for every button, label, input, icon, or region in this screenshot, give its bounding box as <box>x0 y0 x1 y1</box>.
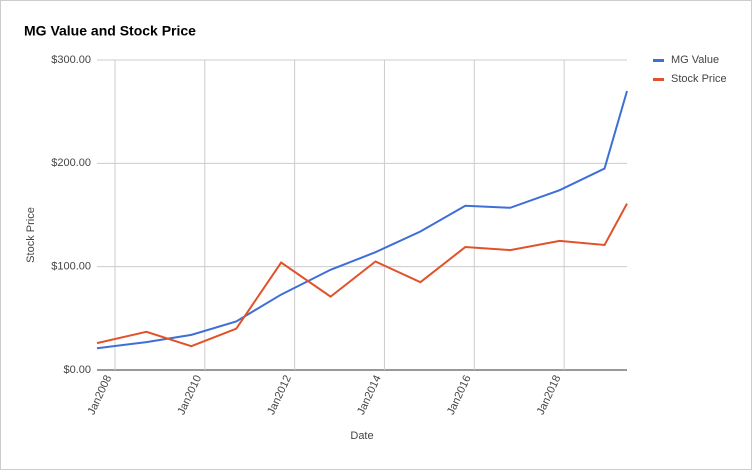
legend-label: MG Value <box>671 54 719 66</box>
legend-swatch <box>653 78 664 81</box>
y-tick-label: $0.00 <box>63 364 91 376</box>
y-tick-label: $300.00 <box>51 54 91 66</box>
y-tick-label: $100.00 <box>51 261 91 273</box>
legend-swatch <box>653 59 664 62</box>
y-axis-label: Stock Price <box>25 207 37 263</box>
chart-title: MG Value and Stock Price <box>24 23 196 39</box>
data-line <box>96 90 628 350</box>
legend-label: Stock Price <box>671 73 727 85</box>
y-tick-label: $200.00 <box>51 157 91 169</box>
data-line <box>96 203 628 348</box>
x-axis-label: Date <box>350 430 373 442</box>
